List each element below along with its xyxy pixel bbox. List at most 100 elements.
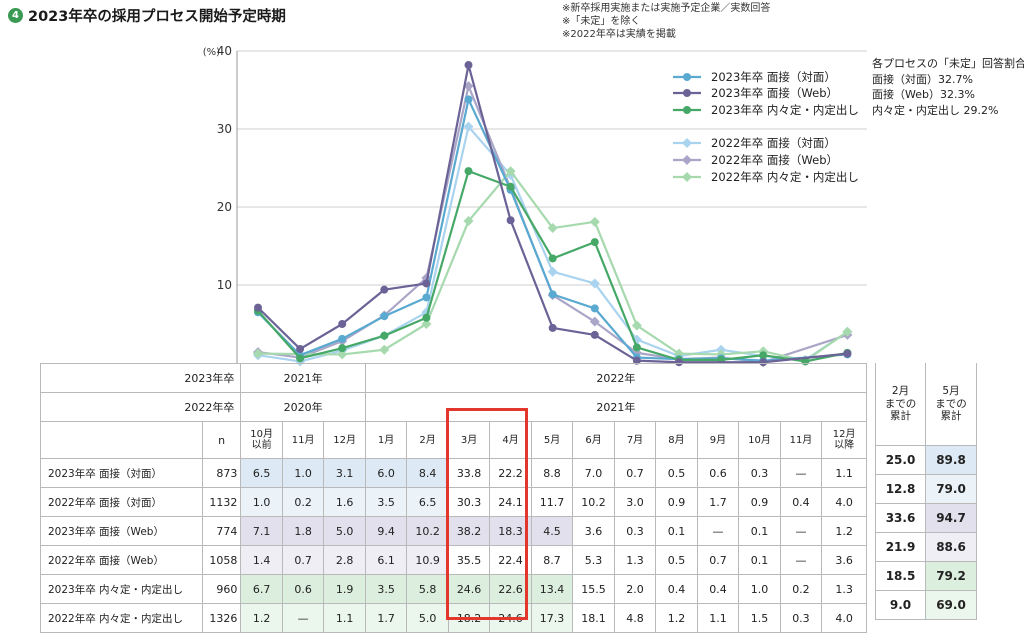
month-header: 10月 以前	[240, 421, 283, 459]
series-line	[257, 170, 848, 363]
table-cell: 7.1	[240, 516, 283, 546]
month-header: 11月	[281, 421, 325, 459]
table-cell: 0.2	[281, 487, 325, 517]
legend-label: 2023年卒 内々定・内定出し	[711, 103, 859, 117]
data-point	[590, 304, 599, 313]
undecided-item: 面接（対面）32.7%	[872, 72, 973, 86]
cumulative-header: 2月 までの 累計	[875, 363, 926, 446]
undecided-title: 各プロセスの「未定」回答割合	[872, 57, 1024, 70]
row-n: 1132	[201, 487, 242, 517]
table-cell: 0.4	[696, 574, 740, 604]
table-cell: 5.0	[406, 603, 449, 633]
legend-marker	[683, 106, 691, 114]
table-cell: 18.1	[572, 603, 615, 633]
month-header: 7月	[613, 421, 657, 459]
table-cell: 35.5	[447, 545, 491, 575]
data-point	[463, 216, 474, 227]
row-label: 2023年卒 内々定・内定出し	[40, 574, 203, 604]
table-cell: 1.3	[613, 545, 657, 575]
table-cell: 0.2	[779, 574, 823, 604]
cumulative-cell: 88.6	[925, 532, 977, 562]
month-header: 10月	[738, 421, 781, 459]
cumulative-cell: 18.5	[875, 561, 926, 591]
data-point	[759, 351, 768, 360]
table-cell: 9.4	[364, 516, 408, 546]
table-cell: 3.5	[364, 574, 408, 604]
table-cell: 4.0	[821, 487, 867, 517]
cumulative-row: 12.8 79.0	[875, 474, 977, 504]
table-cell: 10.2	[572, 487, 615, 517]
cumulative-cell: 9.0	[875, 590, 926, 620]
title-text: 2023年卒の採用プロセス開始予定時期	[28, 9, 286, 25]
table-cell: 1.9	[323, 574, 366, 604]
data-point	[380, 331, 389, 340]
row-n: 960	[201, 574, 242, 604]
note-line: ※新卒採用実施または実施予定企業／実数回答	[562, 3, 771, 14]
table-row: 2022年卒 内々定・内定出し 1326 1.2—1.1 1.7 5.0 18.2 24.6…	[40, 603, 867, 633]
table-cell: 3.1	[323, 458, 366, 488]
table-cell: 4.5	[530, 516, 574, 546]
data-point	[464, 167, 473, 176]
series-line	[257, 170, 849, 362]
data-point	[464, 95, 473, 104]
data-point	[464, 61, 473, 70]
table-cell: 4.0	[821, 603, 867, 633]
month-header: 12月	[323, 421, 366, 459]
table-row: 2023年卒 面接（対面） 873 6.5 1.0 3.1 6.0 8.4 33.8 22.2 8…	[40, 458, 867, 488]
cumulative-row: 25.0 89.8	[875, 445, 977, 475]
data-point	[547, 266, 558, 277]
table-cell: —	[779, 516, 823, 546]
table-cell: 0.5	[655, 458, 698, 488]
data-point	[548, 254, 557, 263]
legend-label: 2023年卒 面接（対面）	[711, 70, 836, 84]
table-cell: 3.0	[613, 487, 657, 517]
table-cell: 2.8	[323, 545, 366, 575]
data-point	[589, 216, 600, 227]
cumulative-cell: 21.9	[875, 532, 926, 562]
row-label: 2023年卒 面接（Web）	[40, 516, 203, 546]
table-cell: 5.3	[572, 545, 615, 575]
table-cell: 7.0	[572, 458, 615, 488]
table-cell: 1.7	[364, 603, 408, 633]
legend-label: 2022年卒 内々定・内定出し	[711, 170, 859, 184]
legend-label: 2023年卒 面接（Web）	[711, 86, 838, 100]
legend-marker	[682, 138, 692, 148]
data-point	[380, 285, 389, 294]
table-row: 2023年卒 面接（Web） 774 7.1 1.8 5.0 9.4 10.2 38.2 18.…	[40, 516, 867, 546]
empty-cell	[40, 421, 203, 459]
undecided-item: 内々定・内定出し 29.2%	[872, 103, 999, 117]
table-cell: 1.1	[821, 458, 867, 488]
cumulative-cell: 79.2	[925, 561, 977, 591]
row-n: 1326	[201, 603, 242, 633]
table-cell: 3.6	[572, 516, 615, 546]
header-row-2022: 2022年卒 2020年 2021年	[39, 392, 868, 422]
month-header: 3月	[447, 421, 491, 459]
table-cell: 4.8	[613, 603, 657, 633]
header-label: 2023年卒	[39, 363, 242, 393]
data-point	[422, 279, 431, 288]
table-cell: 6.5	[406, 487, 449, 517]
table-cell: 0.7	[281, 545, 325, 575]
line-chart: 10 20 30 40(%) 2023年卒 面接（対面） 2023年卒 面接（Web） 20…	[203, 44, 867, 368]
table-row: 2022年卒 面接（対面） 1132 1.0 0.2 1.6 3.5 6.5 30.3 24.1…	[40, 487, 867, 517]
table-cell: 5.0	[323, 516, 366, 546]
table-cell: 1.2	[655, 603, 698, 633]
table-cell: 24.1	[489, 487, 532, 517]
table-row: 2022年卒 面接（Web） 1058 1.4 0.7 2.8 6.1 10.9 35.5 22…	[40, 545, 867, 575]
month-header: 5月	[530, 421, 574, 459]
table-cell: 2.0	[613, 574, 657, 604]
table-cell: 1.5	[738, 603, 781, 633]
row-label: 2023年卒 面接（対面）	[40, 458, 203, 488]
table-cell: 0.7	[613, 458, 657, 488]
table-row: 2023年卒 内々定・内定出し 960 6.7 0.6 1.9 3.5 5.8 24.6 22.…	[40, 574, 867, 604]
data-point	[505, 166, 516, 177]
data-table: 2023年卒 2021年 2022年 2022年卒 2020年 2021年 n …	[39, 363, 868, 633]
data-point	[548, 323, 557, 332]
cumulative-cell: 79.0	[925, 474, 977, 504]
y-tick-label: 10	[217, 278, 232, 292]
table-cell: 1.1	[696, 603, 740, 633]
cumulative-row: 21.9 88.6	[875, 532, 977, 562]
table-cell: 0.4	[779, 487, 823, 517]
table-cell: 13.4	[530, 574, 574, 604]
table-cell: 18.3	[489, 516, 532, 546]
